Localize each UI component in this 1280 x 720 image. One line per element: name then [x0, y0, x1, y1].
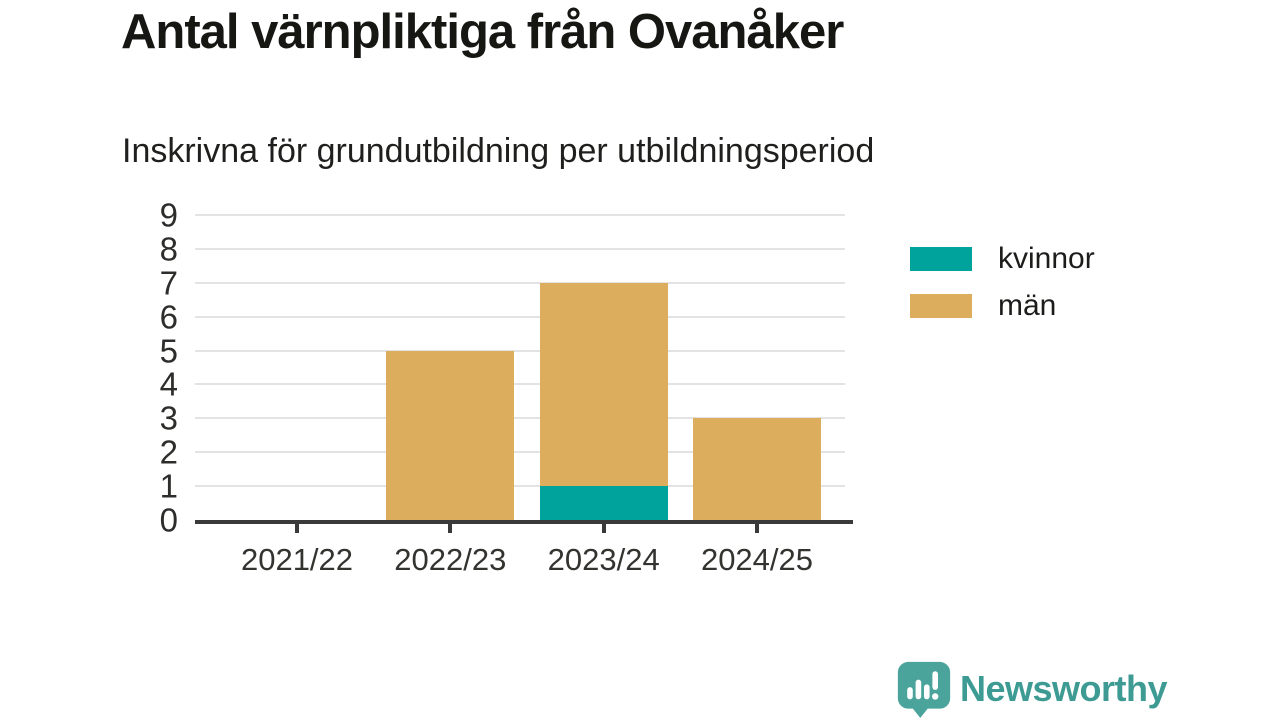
newsworthy-logo-text: Newsworthy	[960, 668, 1168, 709]
gridline	[195, 451, 845, 454]
y-axis-tick-label: 1	[159, 467, 178, 505]
x-axis-tick	[295, 520, 299, 533]
legend-item-kvinnor: kvinnor	[910, 242, 1095, 275]
bar-segment-kvinnor	[539, 486, 668, 520]
x-axis-tick	[754, 520, 759, 533]
gridline	[195, 417, 845, 420]
gridline	[195, 247, 845, 250]
y-axis-tick-label: 2	[159, 433, 178, 471]
x-axis-tick-label: 2021/22	[240, 542, 354, 577]
newsworthy-speech-bubble-chart-icon	[897, 661, 951, 718]
x-axis-tick-label: 2024/25	[700, 542, 814, 577]
bar-segment-män	[386, 350, 515, 520]
y-axis-tick-label: 9	[159, 196, 178, 234]
gridline	[195, 315, 845, 318]
x-axis-tick	[448, 520, 453, 533]
y-axis-tick-label: 3	[159, 399, 178, 437]
gridline	[195, 214, 845, 216]
legend-swatch	[910, 247, 972, 271]
x-axis-line	[195, 520, 853, 524]
x-axis-tick-label: 2023/24	[547, 542, 660, 577]
y-axis-tick-label: 7	[159, 264, 178, 302]
gridline	[195, 281, 845, 284]
legend-swatch	[910, 294, 972, 318]
newsworthy-logo: Newsworthy	[896, 660, 1168, 718]
gridline	[195, 349, 845, 352]
bar-segment-män	[539, 282, 668, 487]
x-axis-tick	[601, 520, 606, 533]
legend-label: kvinnor	[998, 242, 1095, 275]
y-axis-tick-label: 8	[159, 230, 178, 268]
page-subtitle: Inskrivna för grundutbildning per utbild…	[122, 132, 875, 170]
legend-item-mn: män	[910, 289, 1095, 322]
gridline	[195, 485, 845, 488]
page-title: Antal värnpliktiga från Ovanåker	[121, 5, 844, 59]
legend: kvinnor män	[910, 242, 1095, 341]
gridline	[195, 383, 845, 386]
y-axis-tick-label: 5	[159, 332, 178, 370]
bar-segment-män	[692, 418, 821, 520]
x-axis-tick-label: 2022/23	[394, 542, 507, 577]
y-axis-tick-label: 6	[159, 298, 178, 336]
y-axis-tick-label: 4	[159, 365, 178, 403]
legend-label: män	[998, 289, 1057, 322]
y-axis-tick-label: 0	[159, 501, 178, 539]
